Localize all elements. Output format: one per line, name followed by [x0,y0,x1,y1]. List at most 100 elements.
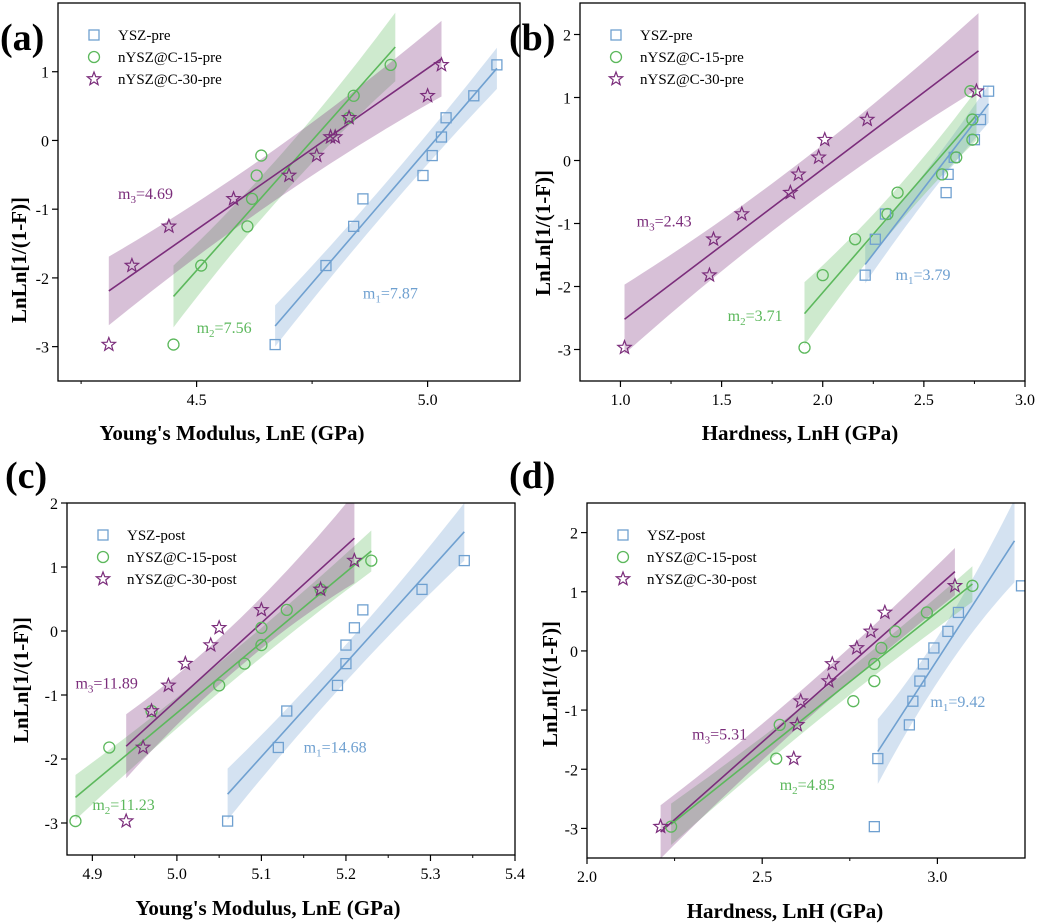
series-3 [100,56,450,352]
y-tick-label: -3 [45,816,58,833]
data-point [966,579,979,592]
weibull-modulus-label: m1=7.87 [363,286,418,306]
axes-frame [66,502,516,856]
data-point [964,85,977,98]
y-tick-label: -1 [558,217,571,234]
x-tick-label: 5.3 [420,866,440,883]
series-3 [652,577,964,834]
legend-marker [88,29,100,41]
panel-label: (a) [0,17,44,59]
legend-entry: nYSZ@C-30-post [647,572,757,588]
legend-entry: nYSZ@C-15-pre [118,50,222,66]
data-point [143,702,160,719]
series-1 [868,580,1025,833]
y-tick-label: 1 [50,560,58,577]
y-tick-label: 1 [563,91,571,108]
data-point [816,269,829,282]
y-tick-label: -2 [558,280,571,297]
data-point [876,603,894,620]
data-point [701,266,718,283]
data-point [134,738,152,755]
data-point [348,622,361,634]
weibull-modulus-label: m2=3.71 [728,308,783,328]
data-point [848,233,862,246]
fit-line-3 [108,58,442,292]
legend-entry: nYSZ@C-15-post [127,550,237,566]
data-point [225,190,242,206]
data-point [950,151,963,164]
data-point [785,749,803,766]
data-point [308,146,326,163]
data-point [280,603,293,617]
data-point [914,675,926,687]
data-point [848,639,866,656]
legend-marker [609,50,623,64]
data-point [160,217,178,234]
confidence-band-3 [660,548,955,858]
legend-entry: nYSZ@C-15-pre [640,50,744,66]
x-tick-label: 2.0 [577,869,597,886]
data-point [974,113,987,126]
data-point [269,338,281,351]
weibull-modulus-label: m2=11.23 [92,797,154,817]
legend-entry: YSZ-post [127,528,186,544]
data-point [320,259,332,272]
fit-line-1 [864,103,990,265]
data-point [652,817,669,834]
data-point [365,554,378,567]
y-tick-label: 0 [50,624,58,641]
data-point [942,625,954,638]
data-point [253,601,270,617]
confidence-band-3 [126,503,355,779]
data-point [255,638,268,652]
data-point [357,193,369,205]
legend-entry: YSZ-post [647,528,706,544]
data-point [213,679,226,692]
panel-label: (c) [5,455,47,497]
data-point [322,128,339,145]
axes-frame [57,2,521,382]
panel-c: 4.9 5.0 5.1 5.2 5.3 5.4 2 1 0 -1 -2 -3 Young's Modul… [5,455,525,920]
y-tick-label: -1 [36,202,49,219]
data-point [664,820,678,833]
legend-marker [94,570,112,587]
data-point [966,113,979,126]
data-point [982,85,995,97]
data-point [435,131,448,143]
data-point [326,128,344,145]
series-2 [167,58,397,351]
data-point [875,641,888,655]
legend: YSZ-post nYSZ@C-15-post nYSZ@C-30-post [94,528,237,588]
series-3 [117,551,363,829]
weibull-modulus-label: m1=9.42 [930,694,985,714]
confidence-band-1 [877,503,1015,784]
data-point [907,695,919,707]
data-point [123,256,141,273]
data-point [312,580,329,597]
y-tick-label: -2 [565,762,578,779]
x-tick-label: 5.0 [418,392,438,409]
series-2 [664,579,979,833]
series-1 [221,554,470,827]
fit-line-3 [660,571,956,833]
x-tick-label: 4.5 [187,392,207,409]
y-tick-label: -3 [36,340,49,357]
weibull-modulus-label: m2=7.56 [197,320,252,340]
x-tick-label: 5.2 [336,866,356,883]
weibull-modulus-label: m3=4.69 [118,186,173,206]
data-point [940,186,952,199]
y-axis-title: LnLn[1/(1-F)] [538,621,562,747]
y-tick-label: -1 [565,703,578,720]
data-point [202,636,219,653]
weibull-modulus-label: m3=5.31 [692,727,747,747]
data-point [416,583,428,596]
data-point [847,695,860,708]
y-tick-label: 2 [50,496,58,513]
data-point [917,658,930,670]
data-point [858,110,876,127]
data-point [195,259,208,272]
confidence-band-3 [624,13,979,354]
legend-marker [617,529,629,541]
data-point [946,577,964,593]
data-point [942,168,954,181]
